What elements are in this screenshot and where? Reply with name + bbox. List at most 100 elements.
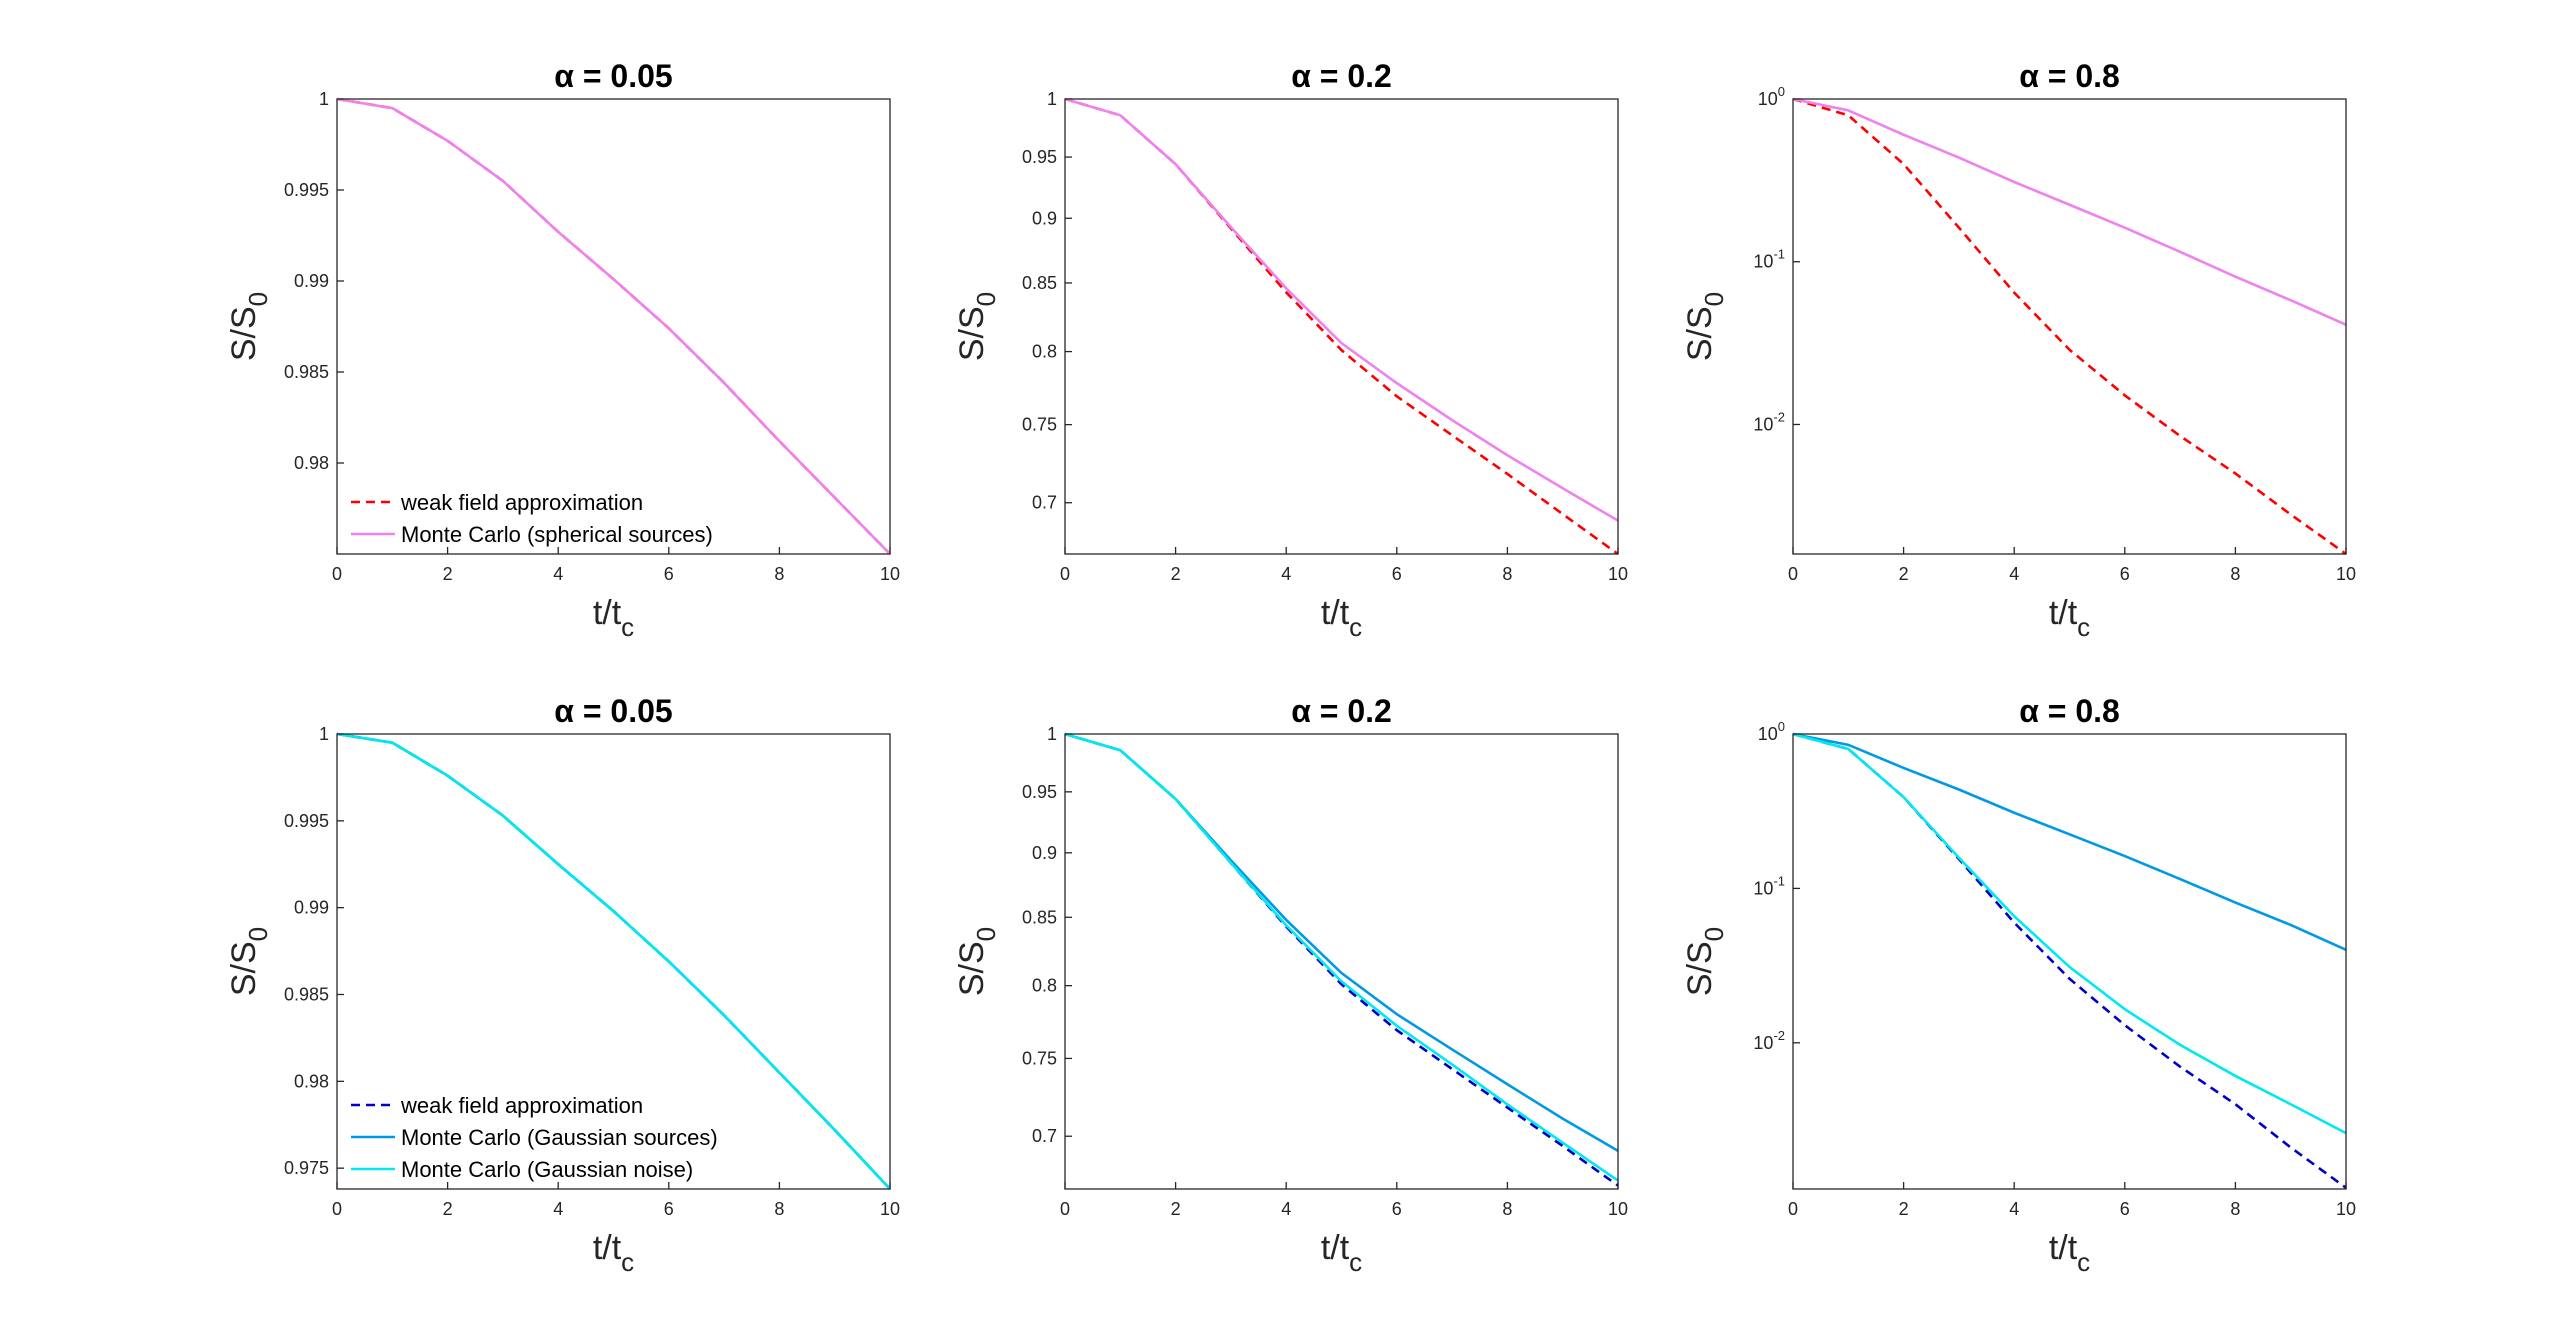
label-main: S/S [225, 306, 263, 361]
y-tick-label: 0.9 [1032, 843, 1057, 863]
axes-box [1064, 98, 1619, 555]
legend-label: Monte Carlo (spherical sources) [401, 522, 713, 547]
tick-base: 10 [1758, 724, 1778, 744]
tick-exponent: -1 [1773, 873, 1785, 888]
x-tick-label: 8 [2230, 564, 2240, 584]
x-tick-label: 4 [1281, 564, 1291, 584]
x-tick-label: 2 [1899, 564, 1909, 584]
y-axis-label: S/S0 [953, 927, 1001, 996]
y-tick-label: 0.95 [1022, 782, 1057, 802]
label-main: t/t [593, 1229, 622, 1267]
tick-exponent: 0 [1778, 719, 1785, 734]
series-line [336, 732, 891, 1190]
y-tick-label: 0.95 [1022, 147, 1057, 167]
series-line [1792, 97, 2347, 326]
tick-exponent: -1 [1773, 247, 1785, 262]
label-subscript: c [621, 1247, 634, 1277]
y-tick-label: 0.85 [1022, 273, 1057, 293]
label-subscript: c [2077, 1247, 2090, 1277]
x-tick-label: 8 [1502, 564, 1512, 584]
axes-box [336, 98, 891, 555]
y-tick-label: 0.7 [1032, 1126, 1057, 1146]
x-tick-label: 6 [664, 564, 674, 584]
y-tick-label: 0.975 [284, 1158, 329, 1178]
label-subscript: 0 [971, 927, 1001, 941]
x-tick-label: 8 [774, 1199, 784, 1219]
label-subscript: 0 [243, 292, 273, 306]
legend-label: weak field approximation [400, 490, 643, 515]
legend-label: Monte Carlo (Gaussian noise) [401, 1157, 693, 1182]
label-main: S/S [1681, 941, 1719, 996]
x-tick-label: 10 [2336, 564, 2356, 584]
tick-base: 10 [1758, 89, 1778, 109]
x-tick-label: 4 [553, 564, 563, 584]
y-tick-label: 100 [1758, 719, 1785, 744]
x-tick-label: 6 [1392, 1199, 1402, 1219]
label-main: S/S [225, 941, 263, 996]
tick-base: 10 [1753, 878, 1773, 898]
label-subscript: 0 [243, 927, 273, 941]
x-tick-label: 2 [443, 1199, 453, 1219]
plot-area [1065, 99, 1618, 554]
y-tick-label: 10-2 [1753, 409, 1785, 434]
y-axis-label: S/S0 [1681, 292, 1729, 361]
y-tick-label: 0.75 [1022, 1048, 1057, 1068]
chart-title: α = 0.8 [2019, 58, 2120, 94]
y-tick-label: 1 [319, 724, 329, 744]
axes-box [1792, 733, 2347, 1190]
y-tick-label: 10-2 [1753, 1028, 1785, 1053]
y-axis-label: S/S0 [1681, 927, 1729, 996]
label-subscript: 0 [1699, 927, 1729, 941]
y-tick-label: 0.995 [284, 811, 329, 831]
tick-exponent: 0 [1778, 84, 1785, 99]
label-main: t/t [1321, 1229, 1350, 1267]
x-tick-label: 10 [880, 564, 900, 584]
x-tick-label: 2 [1171, 1199, 1181, 1219]
chart-title: α = 0.8 [2019, 693, 2120, 729]
y-tick-label: 0.985 [284, 362, 329, 382]
x-tick-label: 2 [1171, 564, 1181, 584]
chart-title: α = 0.05 [554, 58, 672, 94]
label-subscript: c [1349, 612, 1362, 642]
y-tick-label: 1 [1047, 724, 1057, 744]
x-tick-label: 0 [1060, 564, 1070, 584]
label-subscript: 0 [1699, 292, 1729, 306]
x-tick-label: 8 [1502, 1199, 1512, 1219]
y-tick-label: 0.99 [294, 898, 329, 918]
y-tick-label: 0.98 [294, 453, 329, 473]
y-tick-label: 0.985 [284, 984, 329, 1004]
x-tick-label: 6 [1392, 564, 1402, 584]
y-tick-label: 0.8 [1032, 342, 1057, 362]
x-tick-label: 2 [443, 564, 453, 584]
tick-base: 10 [1753, 252, 1773, 272]
axes-box [1792, 98, 2347, 555]
label-subscript: c [1349, 1247, 1362, 1277]
y-axis-label: S/S0 [953, 292, 1001, 361]
y-tick-label: 0.8 [1032, 976, 1057, 996]
x-tick-label: 10 [1608, 564, 1628, 584]
x-axis-label: t/tc [593, 1229, 634, 1277]
y-tick-label: 0.85 [1022, 907, 1057, 927]
y-tick-label: 100 [1758, 84, 1785, 109]
x-tick-label: 10 [1608, 1199, 1628, 1219]
x-tick-label: 8 [2230, 1199, 2240, 1219]
chart-title: α = 0.2 [1291, 58, 1392, 94]
series-line [1064, 97, 1619, 522]
x-tick-label: 0 [332, 564, 342, 584]
x-axis-label: t/tc [593, 594, 634, 642]
y-tick-label: 0.995 [284, 180, 329, 200]
y-tick-label: 0.99 [294, 271, 329, 291]
series-line [1792, 732, 2347, 1135]
y-tick-label: 1 [319, 89, 329, 109]
x-tick-label: 6 [2120, 564, 2130, 584]
y-tick-label: 10-1 [1753, 247, 1785, 272]
x-tick-label: 0 [332, 1199, 342, 1219]
x-tick-label: 0 [1788, 1199, 1798, 1219]
y-axis-label: S/S0 [225, 292, 273, 361]
x-tick-label: 10 [880, 1199, 900, 1219]
legend-label: weak field approximation [400, 1093, 643, 1118]
y-tick-label: 0.7 [1032, 493, 1057, 513]
y-tick-label: 10-1 [1753, 873, 1785, 898]
label-subscript: c [621, 612, 634, 642]
